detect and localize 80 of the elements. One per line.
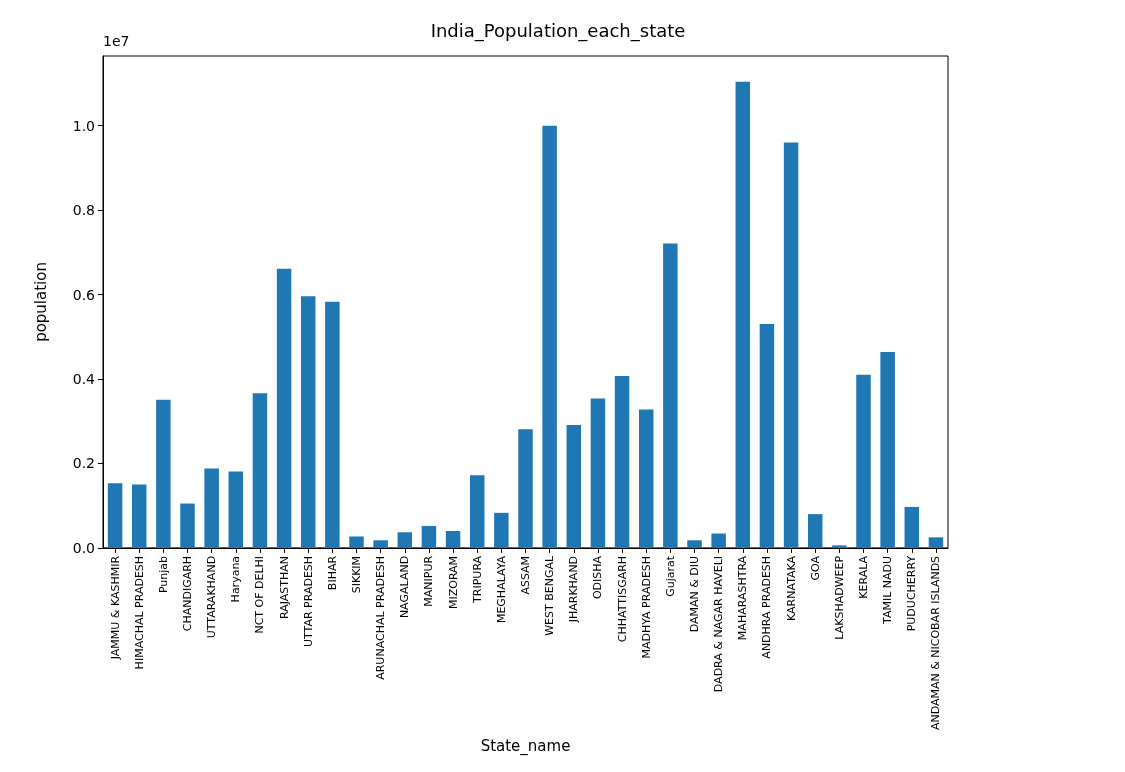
x-tick-label: ASSAM — [519, 555, 532, 595]
y-tick-label: 0.2 — [72, 455, 95, 472]
bar — [228, 471, 244, 548]
y-axis-title: population — [31, 262, 50, 342]
x-tick-label: CHHATTISGARH — [615, 555, 629, 643]
x-tick-label: NCT OF DELHI — [253, 555, 267, 634]
bar — [687, 540, 702, 548]
y-tick-label: 0.0 — [72, 539, 95, 556]
x-tick-label: Haryana — [229, 555, 243, 603]
bar — [566, 425, 582, 548]
x-tick-label: UTTARAKHAND — [205, 555, 219, 639]
bar — [300, 296, 316, 548]
bar — [832, 545, 847, 548]
x-tick-label: Gujarat — [663, 555, 677, 597]
bar — [373, 540, 388, 548]
bar — [783, 142, 799, 548]
bar — [469, 475, 485, 548]
x-tick-label: ODISHA — [591, 555, 605, 600]
y-tick-label: 1.0 — [72, 117, 95, 134]
x-tick-label: MADHYA PRADESH — [639, 555, 653, 659]
x-tick-label: Punjab — [156, 555, 170, 594]
bar — [421, 525, 437, 548]
bar — [759, 324, 775, 548]
x-tick-label: MAHARASHTRA — [736, 555, 750, 641]
bar — [180, 503, 195, 548]
bar — [735, 81, 751, 548]
x-tick-label: TAMIL NADU — [881, 555, 895, 625]
x-tick-label: DAMAN & DIU — [688, 555, 701, 633]
x-tick-label: MEGHALAYA — [494, 555, 508, 624]
bar — [252, 393, 268, 548]
x-tick-label: SIKKIM — [350, 555, 363, 594]
x-tick-label: RAJASTHAN — [277, 555, 291, 619]
x-tick-label: UTTAR PRADESH — [301, 555, 315, 648]
bar — [445, 531, 461, 548]
x-tick-label: BIHAR — [325, 555, 339, 591]
bar — [542, 125, 557, 548]
bar — [904, 506, 920, 548]
x-tick-label: JAMMU & KASHMIR — [108, 555, 122, 661]
bar — [349, 536, 364, 548]
text: 1e7 — [103, 33, 130, 49]
bar — [397, 532, 413, 548]
bar — [663, 243, 678, 548]
y-tick-label: 0.6 — [72, 286, 96, 303]
x-tick-label: DADRA & NAGAR HAVELI — [712, 555, 726, 693]
x-tick-label: KERALA — [857, 555, 870, 599]
x-tick-label: ANDAMAN & NICOBAR ISLANDS — [929, 555, 943, 731]
bar — [711, 533, 726, 548]
x-axis-title: State_name — [480, 736, 571, 756]
x-tick-label: TRIPURA — [470, 555, 484, 604]
bar — [325, 301, 340, 548]
x-tick-label: WEST BENGAL — [543, 555, 557, 636]
x-tick-label: ARUNACHAL PRADESH — [374, 555, 388, 680]
x-tick-label: HIMACHAL PRADESH — [132, 555, 146, 670]
x-tick-label: JHARKHAND — [567, 555, 581, 624]
bar — [614, 376, 630, 548]
bar — [856, 374, 871, 548]
bar — [880, 351, 895, 548]
x-tick-label: ANDHRA PRADESH — [760, 555, 774, 659]
x-tick-label: LAKSHADWEEP — [832, 555, 846, 640]
bar — [204, 468, 219, 548]
bar — [131, 484, 147, 548]
bar — [638, 409, 654, 548]
bar — [518, 429, 533, 548]
x-tick-label: MANIPUR — [422, 555, 436, 607]
bar — [276, 268, 292, 548]
x-tick-label: GOA — [808, 555, 822, 581]
bar — [928, 537, 944, 548]
y-tick-label: 0.8 — [72, 202, 95, 219]
y-tick-label: 0.4 — [72, 371, 96, 387]
chart-title: India_Population_each_state — [430, 19, 686, 42]
x-tick-label: NAGALAND — [398, 555, 412, 619]
bar — [590, 398, 606, 548]
bar — [156, 399, 171, 548]
bar — [494, 512, 509, 548]
x-tick-label: PUDUCHERRY — [905, 555, 919, 632]
bar — [107, 483, 123, 548]
x-tick-label: MIZORAM — [446, 555, 460, 610]
x-tick-label: CHANDIGARH — [181, 555, 194, 632]
x-tick-label: KARNATAKA — [784, 555, 798, 621]
bar — [807, 514, 823, 548]
